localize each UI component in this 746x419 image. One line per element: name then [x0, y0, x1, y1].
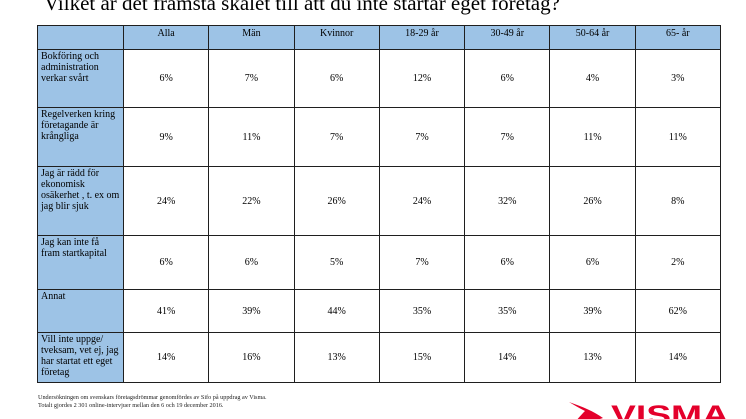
row-label: Vill inte uppge/ tveksam, vet ej, jag ha…: [37, 332, 124, 383]
table-cell: 22%: [208, 166, 295, 236]
table-cell: 15%: [378, 332, 466, 383]
table-header-row: Alla Män Kvinnor 18-29 år 30-49 år 50-64…: [37, 25, 722, 50]
table-cell: 6%: [122, 49, 210, 108]
column-header: Kvinnor: [293, 25, 380, 50]
corner-cell: [37, 25, 124, 50]
row-label: Bokföring och administration verkar svår…: [37, 49, 124, 108]
row-label: Jag är rädd för ekonomisk osäkerhet , t.…: [37, 166, 124, 236]
table-cell: 14%: [634, 332, 722, 383]
table-cell: 6%: [293, 49, 380, 108]
logo-swoosh-icon: [569, 402, 603, 419]
table-row: Bokföring och administration verkar svår…: [37, 49, 722, 108]
table-cell: 6%: [464, 235, 551, 290]
table-cell: 12%: [378, 49, 466, 108]
row-label: Regelverken kring företagande är krångli…: [37, 107, 124, 167]
column-header: 30-49 år: [464, 25, 551, 50]
table-cell: 6%: [122, 235, 210, 290]
column-header: 18-29 år: [378, 25, 466, 50]
footnote-line: Totalt gjordes 2 301 online-intervjuer m…: [38, 402, 224, 409]
table-row: Annat 41% 39% 44% 35% 35% 39% 62%: [37, 289, 722, 333]
table-cell: 14%: [464, 332, 551, 383]
table-cell: 13%: [293, 332, 380, 383]
table-cell: 39%: [549, 289, 636, 333]
table-row: Vill inte uppge/ tveksam, vet ej, jag ha…: [37, 332, 722, 383]
table-cell: 4%: [549, 49, 636, 108]
table-cell: 62%: [634, 289, 722, 333]
table-cell: 41%: [122, 289, 210, 333]
table-cell: 24%: [122, 166, 210, 236]
table-row: Jag är rädd för ekonomisk osäkerhet , t.…: [37, 166, 722, 236]
column-header: 65- år: [634, 25, 722, 50]
table-cell: 11%: [634, 107, 722, 167]
table-cell: 6%: [208, 235, 295, 290]
table-cell: 9%: [122, 107, 210, 167]
table-cell: 5%: [293, 235, 380, 290]
table-cell: 11%: [549, 107, 636, 167]
table-cell: 44%: [293, 289, 380, 333]
table-cell: 7%: [208, 49, 295, 108]
table-row: Regelverken kring företagande är krångli…: [37, 107, 722, 167]
column-header: Alla: [122, 25, 210, 50]
table-cell: 3%: [634, 49, 722, 108]
table-cell: 7%: [464, 107, 551, 167]
table-cell: 11%: [208, 107, 295, 167]
row-label: Jag kan inte få fram startkapital: [37, 235, 124, 290]
survey-table: Alla Män Kvinnor 18-29 år 30-49 år 50-64…: [37, 25, 722, 383]
column-header: 50-64 år: [549, 25, 636, 50]
table-cell: 8%: [634, 166, 722, 236]
table-cell: 7%: [378, 107, 466, 167]
page-title: Vilket är det främsta skälet till att du…: [44, 0, 560, 15]
table-cell: 26%: [549, 166, 636, 236]
table-cell: 2%: [634, 235, 722, 290]
footnote-line: Undersökningen om svenskars företagsdröm…: [38, 394, 267, 401]
table-cell: 24%: [378, 166, 466, 236]
table-cell: 6%: [549, 235, 636, 290]
table-row: Jag kan inte få fram startkapital 6% 6% …: [37, 235, 722, 290]
table-cell: 7%: [293, 107, 380, 167]
table-cell: 35%: [378, 289, 466, 333]
table-cell: 7%: [378, 235, 466, 290]
logo-wordmark: VISMA: [611, 400, 729, 419]
visma-logo-mark: VISMA: [569, 400, 729, 419]
visma-logo: VISMA: [567, 398, 737, 419]
table-cell: 13%: [549, 332, 636, 383]
table-cell: 14%: [122, 332, 210, 383]
table-cell: 16%: [208, 332, 295, 383]
table-cell: 6%: [464, 49, 551, 108]
table-cell: 26%: [293, 166, 380, 236]
table-cell: 35%: [464, 289, 551, 333]
column-header: Män: [208, 25, 295, 50]
table-cell: 39%: [208, 289, 295, 333]
footnote: Undersökningen om svenskars företagsdröm…: [38, 394, 267, 410]
table-cell: 32%: [464, 166, 551, 236]
row-label: Annat: [37, 289, 124, 333]
